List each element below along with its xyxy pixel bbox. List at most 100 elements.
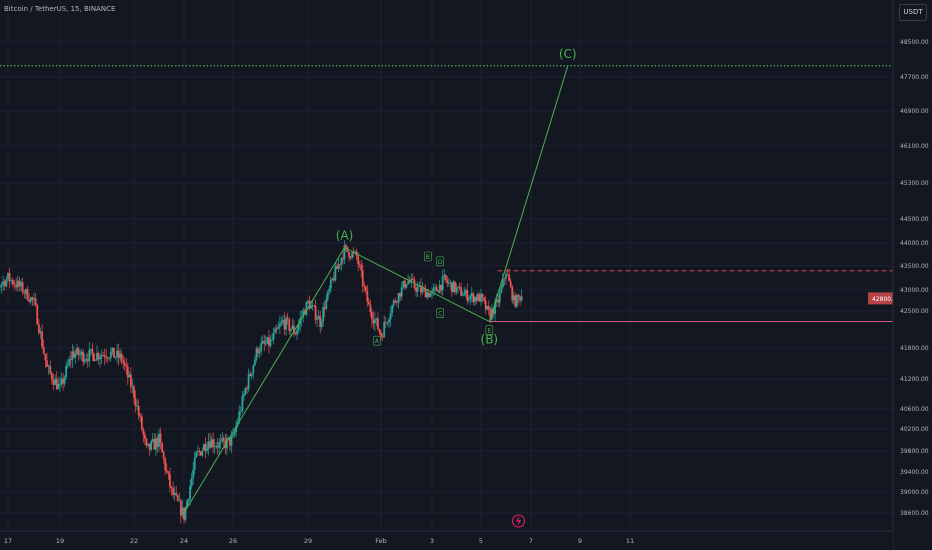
- time-axis[interactable]: 17 19 22 24 26 29 Feb 3 5 7 9 11: [0, 530, 893, 550]
- candle-body: [407, 281, 409, 285]
- candle-body: [108, 357, 111, 359]
- time-tick-label: 19: [56, 537, 64, 545]
- candle-body: [404, 280, 406, 288]
- candle-body: [487, 306, 490, 311]
- candle-body: [514, 295, 517, 307]
- candle-body: [198, 451, 201, 452]
- candle-body: [162, 452, 165, 459]
- candle-body: [247, 373, 250, 389]
- candle-body: [481, 293, 484, 298]
- candle-body: [122, 360, 125, 363]
- candle-body: [11, 280, 14, 285]
- candle-body: [213, 446, 216, 448]
- candle-body: [489, 310, 492, 320]
- candle-body: [65, 366, 68, 378]
- candle-body: [99, 357, 101, 360]
- candle-body: [286, 317, 289, 320]
- candle-body: [332, 278, 335, 281]
- candle-body: [271, 339, 273, 341]
- candle-body: [480, 293, 482, 302]
- candle-body: [381, 336, 384, 338]
- candle-body: [444, 274, 447, 281]
- candle-body: [257, 348, 259, 354]
- wave-label-minor: C: [438, 311, 442, 318]
- candle-body: [467, 298, 470, 301]
- candle-body: [169, 474, 171, 487]
- candle-body: [21, 282, 24, 293]
- candlestick-series: [0, 240, 523, 524]
- candle-body: [294, 333, 297, 335]
- candle-body: [37, 324, 40, 334]
- lightning-icon[interactable]: [512, 514, 525, 528]
- candle-body: [209, 441, 211, 448]
- candle-body: [472, 293, 475, 302]
- candle-body: [18, 280, 21, 287]
- candle-body: [186, 500, 188, 508]
- last-price-label: 42800.00: [872, 296, 901, 303]
- candle-body: [380, 332, 382, 337]
- candle-body: [253, 359, 256, 366]
- wave-label-minor-box: [373, 335, 381, 346]
- price-tick-label: 41800.00: [900, 345, 929, 352]
- wave-label-major: (C): [559, 47, 577, 61]
- candle-body: [383, 322, 386, 338]
- candle-body: [68, 359, 71, 366]
- time-tick-label: 29: [304, 537, 312, 545]
- candle-body: [203, 444, 205, 451]
- wave-label-major: (B): [481, 333, 499, 347]
- candle-body: [193, 457, 196, 470]
- time-tick-label: 11: [626, 537, 634, 545]
- candle-body: [215, 446, 218, 447]
- candle-body: [349, 257, 352, 259]
- candle-body: [351, 252, 354, 258]
- candle-body: [192, 469, 195, 479]
- candle-body: [307, 300, 309, 303]
- candle-body: [153, 439, 156, 450]
- elliott-wave-path: [183, 65, 569, 514]
- candle-body: [310, 305, 312, 309]
- candle-body: [415, 287, 417, 292]
- candle-body: [246, 388, 248, 389]
- candle-body: [358, 264, 361, 266]
- candle-body: [47, 365, 50, 367]
- price-axis[interactable]: 38600.00 39000.00 39400.00 39800.00 40200.00…: [892, 0, 932, 550]
- candle-body: [320, 321, 323, 327]
- currency-button[interactable]: USDT: [899, 4, 927, 21]
- candle-body: [159, 433, 162, 443]
- candle-body: [475, 296, 478, 301]
- candle-body: [173, 492, 176, 495]
- candle-body: [201, 450, 204, 456]
- candle-body: [63, 377, 66, 384]
- candle-body: [147, 443, 149, 446]
- candle-body: [486, 306, 489, 310]
- candle-body: [492, 308, 495, 315]
- candle-body: [15, 284, 18, 288]
- candle-body: [36, 304, 39, 325]
- candle-body: [377, 318, 379, 330]
- candle-body: [325, 299, 328, 309]
- candle-body: [249, 373, 252, 376]
- candle-body: [512, 295, 515, 301]
- candle-body: [443, 274, 446, 277]
- candle-body: [503, 278, 506, 280]
- candle-body: [484, 300, 487, 310]
- candle-body: [79, 354, 81, 356]
- candle-body: [255, 348, 258, 360]
- candle-body: [314, 306, 317, 320]
- candle-body: [100, 355, 103, 358]
- event-markers[interactable]: [512, 514, 525, 528]
- time-tick-label: 9: [578, 537, 582, 545]
- candle-body: [250, 373, 253, 376]
- candle-body: [334, 266, 337, 281]
- candle-body: [498, 292, 501, 303]
- candle-body: [16, 280, 19, 288]
- candle-body: [111, 347, 114, 352]
- candle-body: [343, 245, 346, 260]
- event-bolt: [516, 516, 522, 526]
- candle-body: [158, 433, 160, 447]
- candle-body: [219, 440, 222, 443]
- candle-body: [470, 293, 473, 297]
- candle-body: [319, 316, 322, 327]
- candle-body: [144, 434, 146, 439]
